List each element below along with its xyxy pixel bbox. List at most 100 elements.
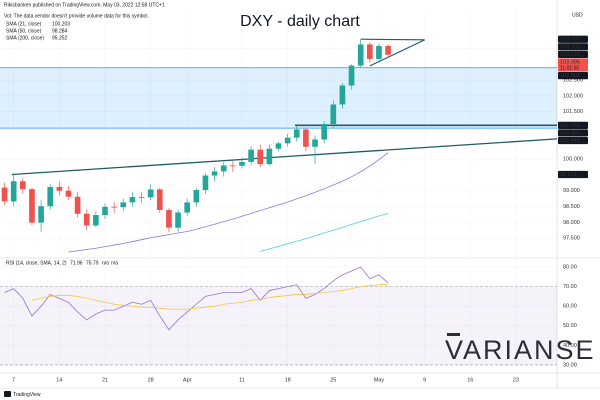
- candle-body: [248, 149, 254, 162]
- x-tick-label: 14: [56, 377, 62, 383]
- candle-body: [239, 161, 245, 166]
- y-tick-label: 97.500: [563, 236, 580, 242]
- rsi-line: [4, 266, 389, 331]
- candle-body: [293, 129, 300, 138]
- candle-body: [120, 202, 127, 208]
- y-tick-label: 98.000: [563, 220, 580, 226]
- y-tick-label: 30.00: [563, 362, 577, 368]
- candle-body: [19, 181, 26, 190]
- price-marker: [558, 72, 588, 80]
- candle-body: [65, 190, 72, 197]
- candle-body: [29, 189, 35, 223]
- watermark-bar: [447, 333, 460, 336]
- price-marker: [558, 58, 588, 72]
- publisher: Rikisbanken published on TradingView.com…: [4, 2, 165, 8]
- candle-body: [102, 206, 108, 216]
- y-tick-label: 102.000: [563, 93, 583, 99]
- candle-body: [129, 197, 136, 203]
- footer: TradingView: [13, 392, 41, 398]
- price-marker-label: 103.306: [560, 59, 580, 65]
- candle-body: [38, 206, 44, 223]
- candle-body: [257, 149, 264, 165]
- candle-body: [56, 186, 63, 191]
- rsi-legend-value: 71.96: [70, 260, 83, 266]
- x-tick-label: 25: [330, 377, 336, 383]
- candle-body: [1, 187, 8, 202]
- legend-value: 95.252: [52, 35, 68, 41]
- candle-body: [275, 143, 282, 149]
- watermark: VARIANSE: [445, 335, 596, 365]
- countdown: 11:01:55: [560, 65, 579, 71]
- price-marker: [558, 170, 588, 179]
- candle-body: [312, 139, 318, 147]
- price-marker-label: 100.641: [560, 138, 580, 144]
- x-tick-label: 18: [285, 377, 291, 383]
- y-tick-label: 101.500: [563, 109, 583, 115]
- candle-body: [147, 189, 154, 198]
- candle-body: [138, 197, 145, 198]
- price-marker: [558, 121, 588, 129]
- candle-body: [166, 209, 172, 228]
- candle-body: [230, 165, 236, 167]
- y-tick-label: 40.00: [563, 343, 577, 349]
- price-marker-label: 99.514: [560, 172, 577, 178]
- price-marker: [558, 50, 588, 59]
- candle-body: [348, 65, 355, 86]
- x-tick-label: 7: [12, 377, 15, 383]
- price-marker-label: 102.892: [560, 73, 580, 79]
- candle-body: [303, 129, 309, 147]
- price-marker-label: 101.069: [560, 123, 580, 129]
- sma-line: [260, 212, 389, 252]
- y-tick-label: 99.000: [563, 188, 580, 194]
- chart-title: DXY - daily chart: [240, 13, 360, 30]
- x-tick-label: 28: [148, 377, 154, 383]
- price-marker: [558, 35, 588, 43]
- price-marker: [558, 43, 588, 51]
- rsi-legend-note: n/a: [111, 260, 118, 266]
- x-tick-label: 21: [102, 377, 108, 383]
- candle-body: [330, 104, 337, 125]
- candle-body: [357, 44, 364, 66]
- price-marker-label: 103.775: [560, 52, 580, 58]
- rsi-legend: RSI (14, close, SMA, 14, 2): [6, 260, 67, 266]
- legend-label: SMA (200, close): [6, 35, 44, 41]
- candle-body: [83, 213, 90, 226]
- y-tick-label: 80.00: [563, 265, 577, 271]
- candle-body: [211, 171, 218, 176]
- candle-body: [175, 212, 181, 228]
- candle-body: [184, 202, 191, 213]
- candle-body: [202, 175, 209, 191]
- y-tick-label: 50.00: [563, 323, 577, 329]
- x-tick-label: 11: [239, 377, 245, 383]
- price-marker-label: 100.981: [560, 130, 580, 136]
- rsi-line: [31, 283, 389, 310]
- currency: USD: [572, 12, 583, 18]
- x-tick-label: 16: [467, 377, 473, 383]
- x-tick-label: Apr: [183, 377, 192, 383]
- candle-body: [156, 189, 163, 210]
- legend-value: 100.203: [52, 21, 70, 27]
- candle-body: [220, 165, 227, 172]
- y-tick-label: 102.500: [563, 78, 583, 84]
- rsi-legend-note: n/a: [102, 260, 109, 266]
- footer-logo: [4, 391, 11, 397]
- candle-body: [376, 46, 382, 59]
- candle-body: [284, 137, 291, 144]
- x-tick-label: 9: [423, 377, 426, 383]
- y-tick-label: 100.000: [563, 157, 583, 163]
- price-marker-label: 103.795: [560, 37, 580, 43]
- candle-body: [74, 196, 81, 214]
- legend-value: 98.284: [52, 28, 68, 34]
- x-tick-label: May: [374, 377, 385, 383]
- volume-note: Vol: The data vendor doesn't provide vol…: [4, 13, 149, 19]
- legend-label: SMA (50, close): [6, 28, 42, 34]
- x-tick-label: 23: [513, 377, 519, 383]
- candle-body: [111, 206, 117, 208]
- candle-body: [339, 85, 346, 105]
- candle-body: [366, 44, 373, 59]
- y-tick-label: 60.00: [563, 304, 577, 310]
- candle-body: [193, 190, 200, 203]
- price-marker: [558, 136, 588, 145]
